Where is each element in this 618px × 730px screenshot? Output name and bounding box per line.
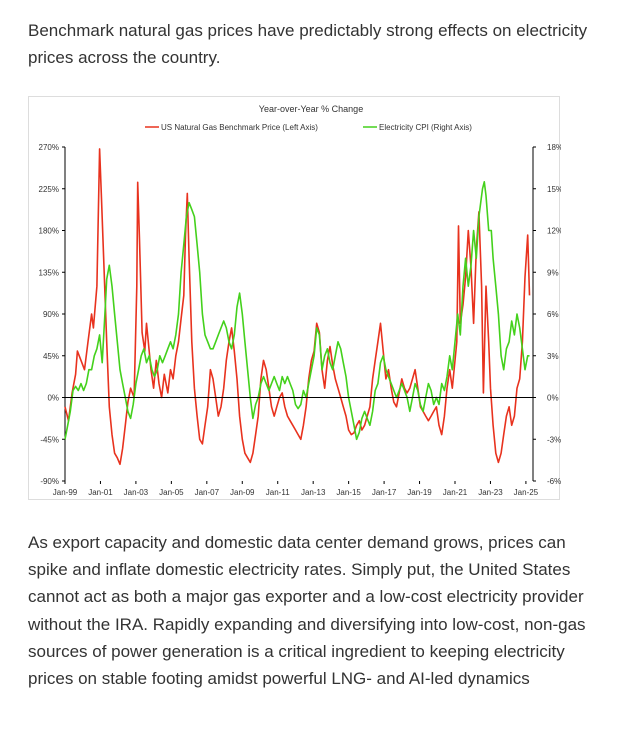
x-tick-label: Jan-09 bbox=[230, 488, 255, 497]
y-right-tick-label: -6% bbox=[547, 477, 561, 486]
x-tick-label: Jan-19 bbox=[407, 488, 432, 497]
series-line-natural-gas bbox=[64, 148, 531, 466]
x-tick-label: Jan-17 bbox=[372, 488, 397, 497]
y-left-tick-label: 180% bbox=[39, 227, 59, 236]
legend-label-gas: US Natural Gas Benchmark Price (Left Axi… bbox=[161, 123, 318, 132]
chart-container: Year-over-Year % Change US Natural Gas Be… bbox=[28, 96, 561, 500]
y-left-tick-label: -90% bbox=[40, 477, 59, 486]
x-tick-label: Jan-01 bbox=[88, 488, 113, 497]
x-tick-label: Jan-15 bbox=[336, 488, 361, 497]
series-line-electricity-cpi bbox=[64, 181, 530, 441]
y-left-tick-label: 225% bbox=[39, 185, 59, 194]
x-tick-label: Jan-25 bbox=[514, 488, 539, 497]
y-right-tick-label: -3% bbox=[547, 435, 561, 444]
chart-title: Year-over-Year % Change bbox=[259, 104, 363, 114]
x-tick-label: Jan-05 bbox=[159, 488, 184, 497]
x-tick-label: Jan-99 bbox=[53, 488, 78, 497]
x-tick-label: Jan-03 bbox=[124, 488, 149, 497]
y-left-tick-label: 135% bbox=[39, 268, 59, 277]
y-right-tick-label: 12% bbox=[547, 227, 561, 236]
y-left-tick-label: 0% bbox=[47, 394, 59, 403]
intro-paragraph: Benchmark natural gas prices have predic… bbox=[28, 21, 588, 68]
price-change-chart: Year-over-Year % Change US Natural Gas Be… bbox=[39, 104, 561, 497]
outro-paragraph: As export capacity and domestic data cen… bbox=[28, 533, 586, 689]
y-right-tick-label: 6% bbox=[547, 310, 559, 319]
y-left-tick-label: 45% bbox=[43, 352, 59, 361]
y-left-tick-label: 270% bbox=[39, 143, 59, 152]
x-tick-label: Jan-13 bbox=[301, 488, 326, 497]
y-right-tick-label: 9% bbox=[547, 268, 559, 277]
y-right-tick-label: 18% bbox=[547, 143, 561, 152]
y-right-tick-label: 15% bbox=[547, 185, 561, 194]
y-left-tick-label: 90% bbox=[43, 310, 59, 319]
y-right-tick-label: 3% bbox=[547, 352, 559, 361]
x-tick-label: Jan-23 bbox=[478, 488, 503, 497]
y-right-tick-label: 0% bbox=[547, 394, 559, 403]
legend-label-electricity: Electricity CPI (Right Axis) bbox=[379, 123, 472, 132]
x-tick-label: Jan-07 bbox=[195, 488, 220, 497]
y-left-tick-label: -45% bbox=[40, 435, 59, 444]
x-tick-label: Jan-11 bbox=[266, 488, 290, 497]
x-tick-label: Jan-21 bbox=[443, 488, 468, 497]
